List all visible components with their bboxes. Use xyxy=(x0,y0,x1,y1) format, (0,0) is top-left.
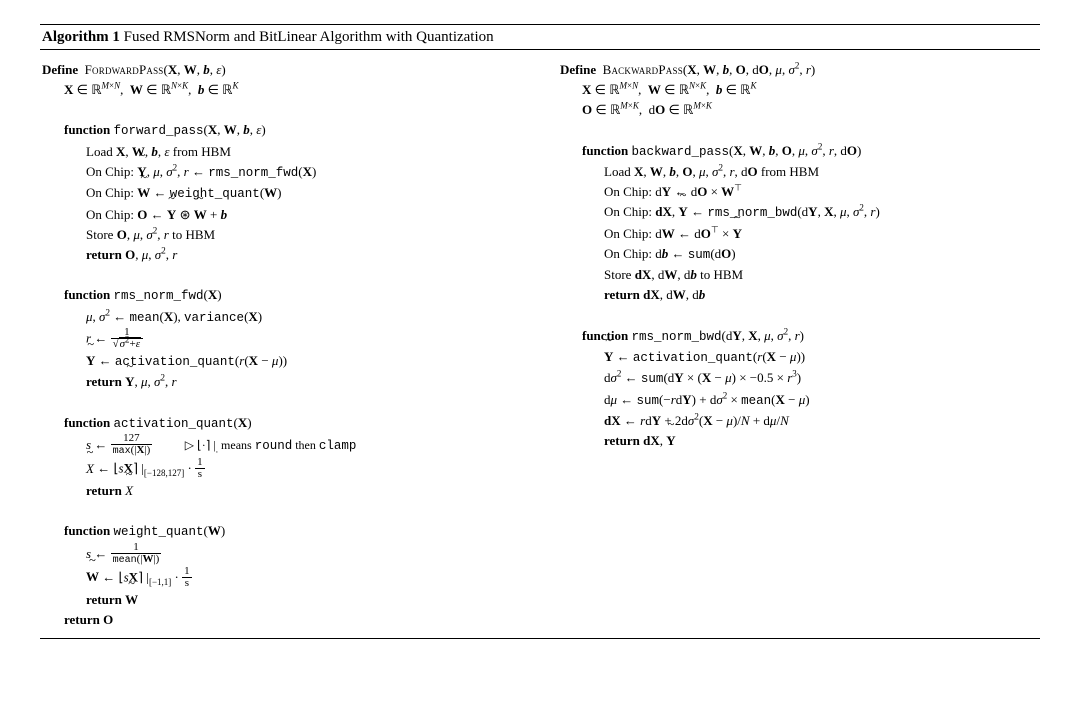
right-define: Define BackwardPass(X, W, b, O, dO, μ, σ… xyxy=(560,60,1038,80)
fp-wquant: On Chip: ~W ← weight_quant(W) xyxy=(42,183,520,204)
rmsf-ytilde: ~Y ← activation_quant(r(X − μ)) xyxy=(42,351,520,372)
aq-s: s ← 127max(|X|) ▷ ⌊·⌉ |. means round the… xyxy=(42,434,520,458)
rmsb-ytilde: ~Y ← activation_quant(r(X − μ)) xyxy=(560,347,1038,368)
rmsb-dx: dX ← rdY + 2dσ2(X − μ)/N + dμ/N xyxy=(560,411,1038,431)
rmsf-mean: μ, σ2 ← mean(X), variance(X) xyxy=(42,307,520,328)
aq-return: return ~X xyxy=(42,481,520,501)
fp-rmsnorm: On Chip: ~Y, μ, σ2, r ← rms_norm_fwd(X) xyxy=(42,162,520,183)
aq-comment: ▷ ⌊·⌉ |. means round then clamp xyxy=(185,438,357,452)
rmsb-return: return dX, ~Y xyxy=(560,431,1038,451)
right-domains-1: X ∈ ℝM×N, W ∈ ℝN×K, b ∈ ℝK xyxy=(560,80,1038,100)
rmsb-dsigma: dσ2 ← sum(dY × (X − μ) × −0.5 × r3) xyxy=(560,368,1038,389)
wq-wtilde: ~W ← ⌊sX⌉ |[−1,1] · 1s xyxy=(42,567,520,590)
rmsb-dmu: dμ ← sum(−rdY) + dσ2 × mean(X − μ) xyxy=(560,390,1038,411)
fn-activation-quant: function activation_quant(X) xyxy=(42,413,520,434)
aq-xtilde: ~X ← ⌊sX⌉ |[−128,127] · 1s xyxy=(42,458,520,481)
algorithm-box: Algorithm 1 Fused RMSNorm and BitLinear … xyxy=(40,24,1040,639)
rmsf-r: r ← 1√σ2+ε xyxy=(42,328,520,351)
rmsf-return: return ~Y, μ, σ2, r xyxy=(42,372,520,392)
left-domains: X ∈ ℝM×N, W ∈ ℝN×K, b ∈ ℝK xyxy=(42,80,520,100)
fp-store: Store O, μ, σ2, r to HBM xyxy=(42,225,520,245)
right-domains-2: O ∈ ℝM×K, dO ∈ ℝM×K xyxy=(560,100,1038,120)
bp-db: On Chip: db ← sum(dO) xyxy=(560,244,1038,265)
algorithm-title: Algorithm 1 Fused RMSNorm and BitLinear … xyxy=(40,25,1040,49)
algorithm-caption: Fused RMSNorm and BitLinear Algorithm wi… xyxy=(124,29,494,45)
bp-return: return dX, dW, db xyxy=(560,285,1038,305)
fn-rms-norm-bwd: function rms_norm_bwd(dY, X, μ, σ2, r) xyxy=(560,326,1038,347)
bp-load: Load X, W, b, O, μ, σ2, r, dO from HBM xyxy=(560,162,1038,182)
left-define: Define FordwardPass(X, W, b, ε) xyxy=(42,60,520,80)
bp-store: Store dX, dW, db to HBM xyxy=(560,265,1038,285)
left-column: Define FordwardPass(X, W, b, ε) X ∈ ℝM×N… xyxy=(42,60,520,630)
fn-rms-norm-fwd: function rms_norm_fwd(X) xyxy=(42,285,520,306)
bottom-rule xyxy=(40,638,1040,639)
bp-dw: On Chip: dW ← dO⊤ × ~Y xyxy=(560,224,1038,244)
fp-matmul: On Chip: O ← ~Y ⊛ ~W + b xyxy=(42,205,520,225)
fp-return: return O, μ, σ2, r xyxy=(42,245,520,265)
bp-dy: On Chip: dY ← dO × W⊤ xyxy=(560,182,1038,202)
right-column: Define BackwardPass(X, W, b, O, dO, μ, σ… xyxy=(560,60,1038,630)
wq-s: s ← 1mean(|W|) xyxy=(42,543,520,567)
fn-backward-pass: function backward_pass(X, W, b, O, μ, σ2… xyxy=(560,141,1038,162)
bp-rmsbwd: On Chip: dX, ~Y ← rms_norm_bwd(dY, X, μ,… xyxy=(560,202,1038,223)
algorithm-number: Algorithm 1 xyxy=(42,29,120,45)
wq-return: return ~W xyxy=(42,590,520,610)
fn-weight-quant: function weight_quant(W) xyxy=(42,521,520,542)
algorithm-columns: Define FordwardPass(X, W, b, ε) X ∈ ℝM×N… xyxy=(40,50,1040,638)
final-return: return O xyxy=(42,610,520,630)
fn-forward-pass: function forward_pass(X, W, b, ε) xyxy=(42,120,520,141)
fp-load: Load X, W, b, ε from HBM xyxy=(42,142,520,162)
